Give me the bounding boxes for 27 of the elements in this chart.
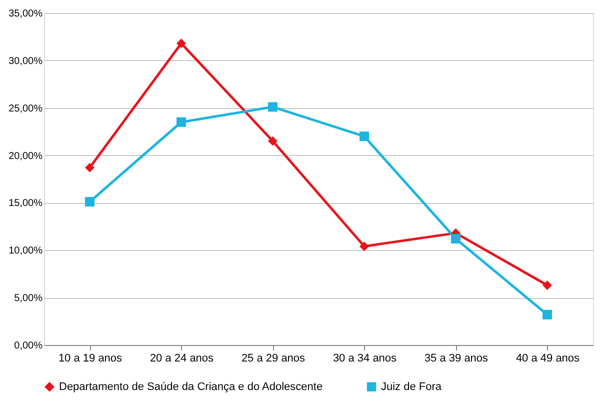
point — [451, 234, 460, 244]
point — [176, 38, 186, 48]
x-tick-label: 20 a 24 anos — [150, 352, 214, 364]
point — [360, 132, 369, 142]
x-tick-label: 30 a 34 anos — [332, 352, 398, 364]
x-tick-label: 25 a 29 anos — [241, 352, 306, 364]
point — [268, 136, 278, 146]
point — [85, 162, 94, 172]
y-tick-label: 30,00% — [8, 56, 43, 67]
y-tick-label: 5,00% — [14, 293, 43, 304]
point — [542, 280, 552, 290]
y-tick-label: 25,00% — [8, 103, 43, 114]
legend-label: Juiz de Fora — [381, 380, 442, 393]
x-tick-label: 10 a 19 anos — [58, 352, 123, 364]
point — [542, 310, 552, 320]
x-tick-label: 35 a 39 anos — [424, 352, 489, 364]
y-tick-label: 15,00% — [8, 198, 43, 210]
point — [85, 197, 94, 207]
x-tick-label: 40 a 49 anos — [516, 352, 580, 364]
point — [176, 117, 186, 127]
y-tick-label: 35,00% — [8, 8, 43, 20]
y-tick-label: 0,00% — [14, 340, 43, 352]
y-tick-label: 10,00% — [8, 246, 43, 257]
point — [360, 242, 369, 252]
legend-label: Departamento de Saúde da Criança e do Adolescente — [59, 380, 323, 393]
y-tick-label: 20,00% — [8, 150, 43, 162]
point — [268, 102, 278, 112]
